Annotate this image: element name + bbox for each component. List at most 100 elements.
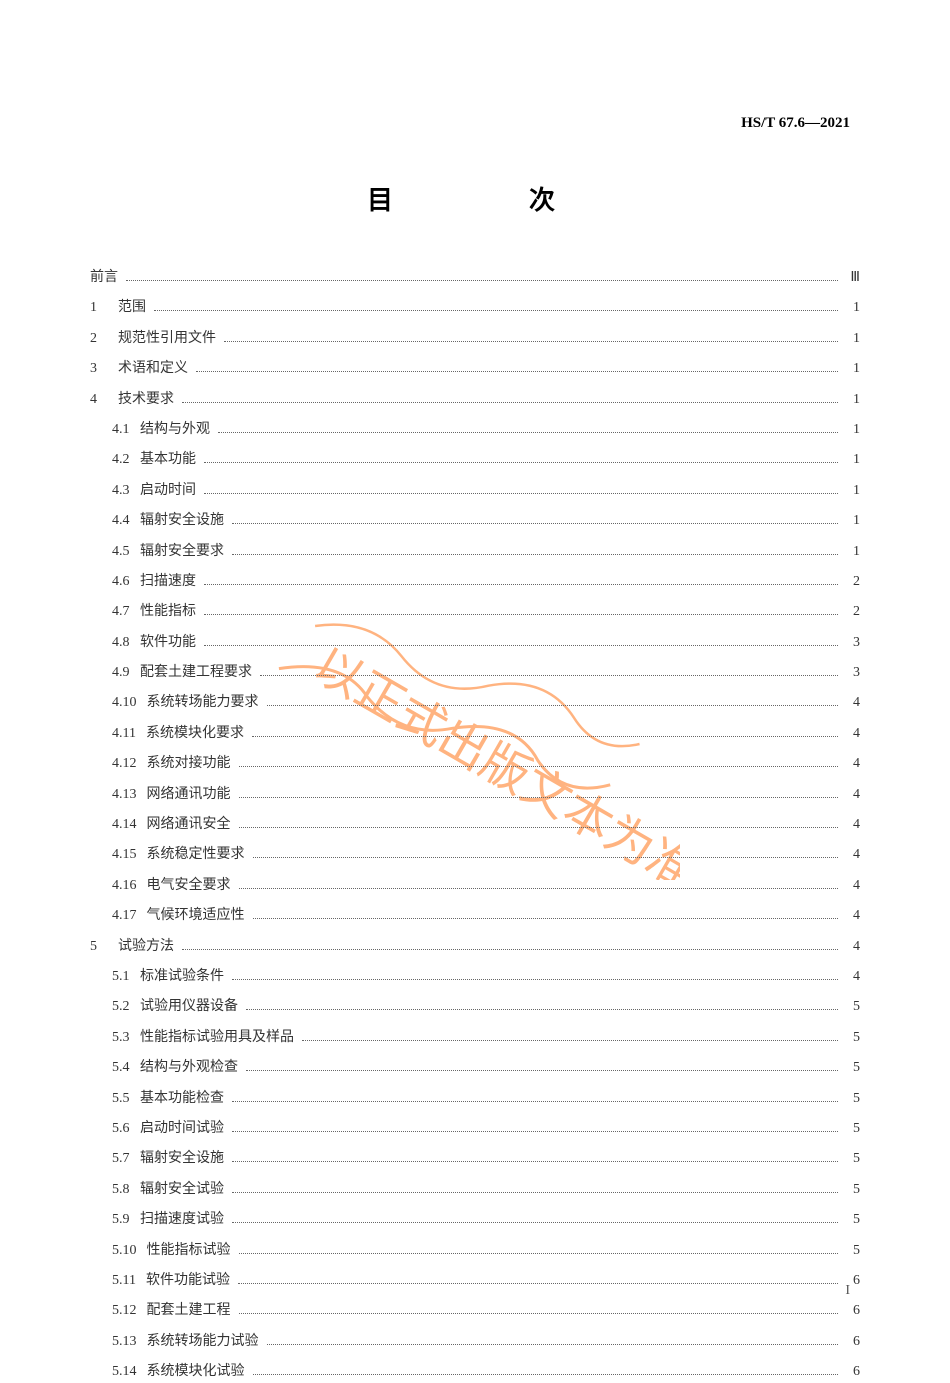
toc-entry-label: 网络通讯安全 bbox=[147, 814, 231, 836]
toc-dots bbox=[232, 1192, 838, 1193]
toc-dots bbox=[253, 857, 839, 858]
table-of-contents: 前言Ⅲ1范围12规范性引用文件13术语和定义14技术要求14.1结构与外观14.… bbox=[90, 267, 860, 1383]
toc-entry-page: 1 bbox=[842, 297, 860, 319]
toc-entry-label: 辐射安全设施 bbox=[140, 1148, 224, 1170]
toc-entry-page: 6 bbox=[842, 1331, 860, 1353]
toc-entry-page: 4 bbox=[842, 814, 860, 836]
toc-entry-subnumber: 5.4 bbox=[90, 1057, 130, 1079]
toc-entry-page: 5 bbox=[842, 1057, 860, 1079]
toc-entry: 5.5基本功能检查5 bbox=[90, 1088, 860, 1110]
toc-entry: 3术语和定义1 bbox=[90, 358, 860, 380]
toc-entry-subnumber: 4.9 bbox=[90, 662, 130, 684]
toc-entry: 4.10系统转场能力要求4 bbox=[90, 692, 860, 714]
toc-entry-subnumber: 4.17 bbox=[90, 905, 137, 927]
toc-entry: 5.9扫描速度试验5 bbox=[90, 1209, 860, 1231]
toc-entry-subnumber: 4.14 bbox=[90, 814, 137, 836]
toc-entry: 4技术要求1 bbox=[90, 389, 860, 411]
toc-entry-page: 4 bbox=[842, 723, 860, 745]
toc-entry-page: 1 bbox=[842, 541, 860, 563]
toc-entry-label: 电气安全要求 bbox=[147, 875, 231, 897]
toc-dots bbox=[126, 280, 838, 281]
toc-entry: 4.17气候环境适应性4 bbox=[90, 905, 860, 927]
toc-entry-label: 试验用仪器设备 bbox=[140, 996, 238, 1018]
toc-dots bbox=[204, 645, 838, 646]
toc-entry-subnumber: 5.6 bbox=[90, 1118, 130, 1140]
toc-entry: 5.6启动时间试验5 bbox=[90, 1118, 860, 1140]
toc-entry-label: 标准试验条件 bbox=[140, 966, 224, 988]
toc-entry-subnumber: 4.11 bbox=[90, 723, 136, 745]
toc-entry: 4.4辐射安全设施1 bbox=[90, 510, 860, 532]
toc-entry-page: 2 bbox=[842, 601, 860, 623]
toc-entry-subnumber: 4.4 bbox=[90, 510, 130, 532]
toc-entry-subnumber: 4.10 bbox=[90, 692, 137, 714]
toc-entry: 4.12系统对接功能4 bbox=[90, 753, 860, 775]
toc-entry-subnumber: 4.2 bbox=[90, 449, 130, 471]
toc-entry: 4.11系统模块化要求4 bbox=[90, 723, 860, 745]
toc-entry-label: 性能指标试验 bbox=[147, 1240, 231, 1262]
page-title: 目 次 bbox=[90, 180, 860, 217]
toc-entry-page: 5 bbox=[842, 1209, 860, 1231]
toc-entry-subnumber: 5.11 bbox=[90, 1270, 136, 1292]
toc-entry-subnumber: 5.10 bbox=[90, 1240, 137, 1262]
toc-dots bbox=[239, 797, 839, 798]
toc-dots bbox=[253, 918, 839, 919]
toc-entry-page: 2 bbox=[842, 571, 860, 593]
toc-entry-subnumber: 5.2 bbox=[90, 996, 130, 1018]
toc-entry-subnumber: 4.12 bbox=[90, 753, 137, 775]
standard-code: HS/T 67.6—2021 bbox=[741, 115, 850, 132]
toc-entry-label: 范围 bbox=[118, 297, 146, 319]
toc-entry-label: 系统对接功能 bbox=[147, 753, 231, 775]
toc-entry-label: 前言 bbox=[90, 267, 118, 289]
toc-dots bbox=[232, 979, 838, 980]
toc-dots bbox=[232, 1161, 838, 1162]
toc-entry: 5.4 结构与外观检查 5 bbox=[90, 1057, 860, 1079]
toc-entry-label: 系统模块化试验 bbox=[147, 1361, 245, 1383]
toc-dots bbox=[302, 1040, 838, 1041]
toc-entry-page: 1 bbox=[842, 419, 860, 441]
toc-entry-page: 6 bbox=[842, 1300, 860, 1322]
toc-entry-label: 配套土建工程 bbox=[147, 1300, 231, 1322]
toc-entry-page: Ⅲ bbox=[842, 267, 860, 289]
toc-entry: 5.3性能指标试验用具及样品5 bbox=[90, 1027, 860, 1049]
toc-dots bbox=[204, 614, 838, 615]
toc-entry-label: 网络通讯功能 bbox=[147, 784, 231, 806]
toc-entry-label: 系统稳定性要求 bbox=[147, 844, 245, 866]
toc-entry-label: 性能指标 bbox=[140, 601, 196, 623]
toc-entry: 5.8辐射安全试验5 bbox=[90, 1179, 860, 1201]
toc-entry-number: 1 bbox=[90, 297, 108, 319]
toc-entry: 4.6扫描速度2 bbox=[90, 571, 860, 593]
toc-entry: 5试验方法4 bbox=[90, 936, 860, 958]
toc-dots bbox=[246, 1070, 838, 1071]
toc-entry-label: 结构与外观检查 bbox=[140, 1057, 238, 1079]
toc-entry-label: 结构与外观 bbox=[140, 419, 210, 441]
toc-entry: 2规范性引用文件1 bbox=[90, 328, 860, 350]
toc-entry-label: 系统转场能力要求 bbox=[147, 692, 259, 714]
toc-entry-label: 启动时间 bbox=[140, 480, 196, 502]
toc-dots bbox=[246, 1009, 838, 1010]
toc-entry: 4.8软件功能3 bbox=[90, 632, 860, 654]
toc-entry-page: 3 bbox=[842, 662, 860, 684]
toc-entry-page: 5 bbox=[842, 1027, 860, 1049]
toc-dots bbox=[232, 1222, 838, 1223]
toc-dots bbox=[182, 949, 838, 950]
toc-entry: 5.13系统转场能力试验6 bbox=[90, 1331, 860, 1353]
toc-entry-page: 5 bbox=[842, 1148, 860, 1170]
toc-entry-page: 1 bbox=[842, 328, 860, 350]
toc-entry-label: 配套土建工程要求 bbox=[140, 662, 252, 684]
toc-dots bbox=[196, 371, 838, 372]
toc-entry-subnumber: 4.16 bbox=[90, 875, 137, 897]
toc-entry-page: 1 bbox=[842, 449, 860, 471]
toc-entry-page: 4 bbox=[842, 936, 860, 958]
toc-dots bbox=[232, 1131, 838, 1132]
toc-entry-label: 气候环境适应性 bbox=[147, 905, 245, 927]
toc-entry: 前言 Ⅲ bbox=[90, 267, 860, 289]
toc-dots bbox=[218, 432, 838, 433]
toc-dots bbox=[232, 523, 838, 524]
toc-entry-subnumber: 4.7 bbox=[90, 601, 130, 623]
toc-entry-page: 4 bbox=[842, 875, 860, 897]
toc-entry-page: 5 bbox=[842, 1179, 860, 1201]
toc-entry-subnumber: 4.1 bbox=[90, 419, 130, 441]
toc-entry-label: 启动时间试验 bbox=[140, 1118, 224, 1140]
toc-dots bbox=[204, 584, 838, 585]
toc-entry-label: 软件功能 bbox=[140, 632, 196, 654]
